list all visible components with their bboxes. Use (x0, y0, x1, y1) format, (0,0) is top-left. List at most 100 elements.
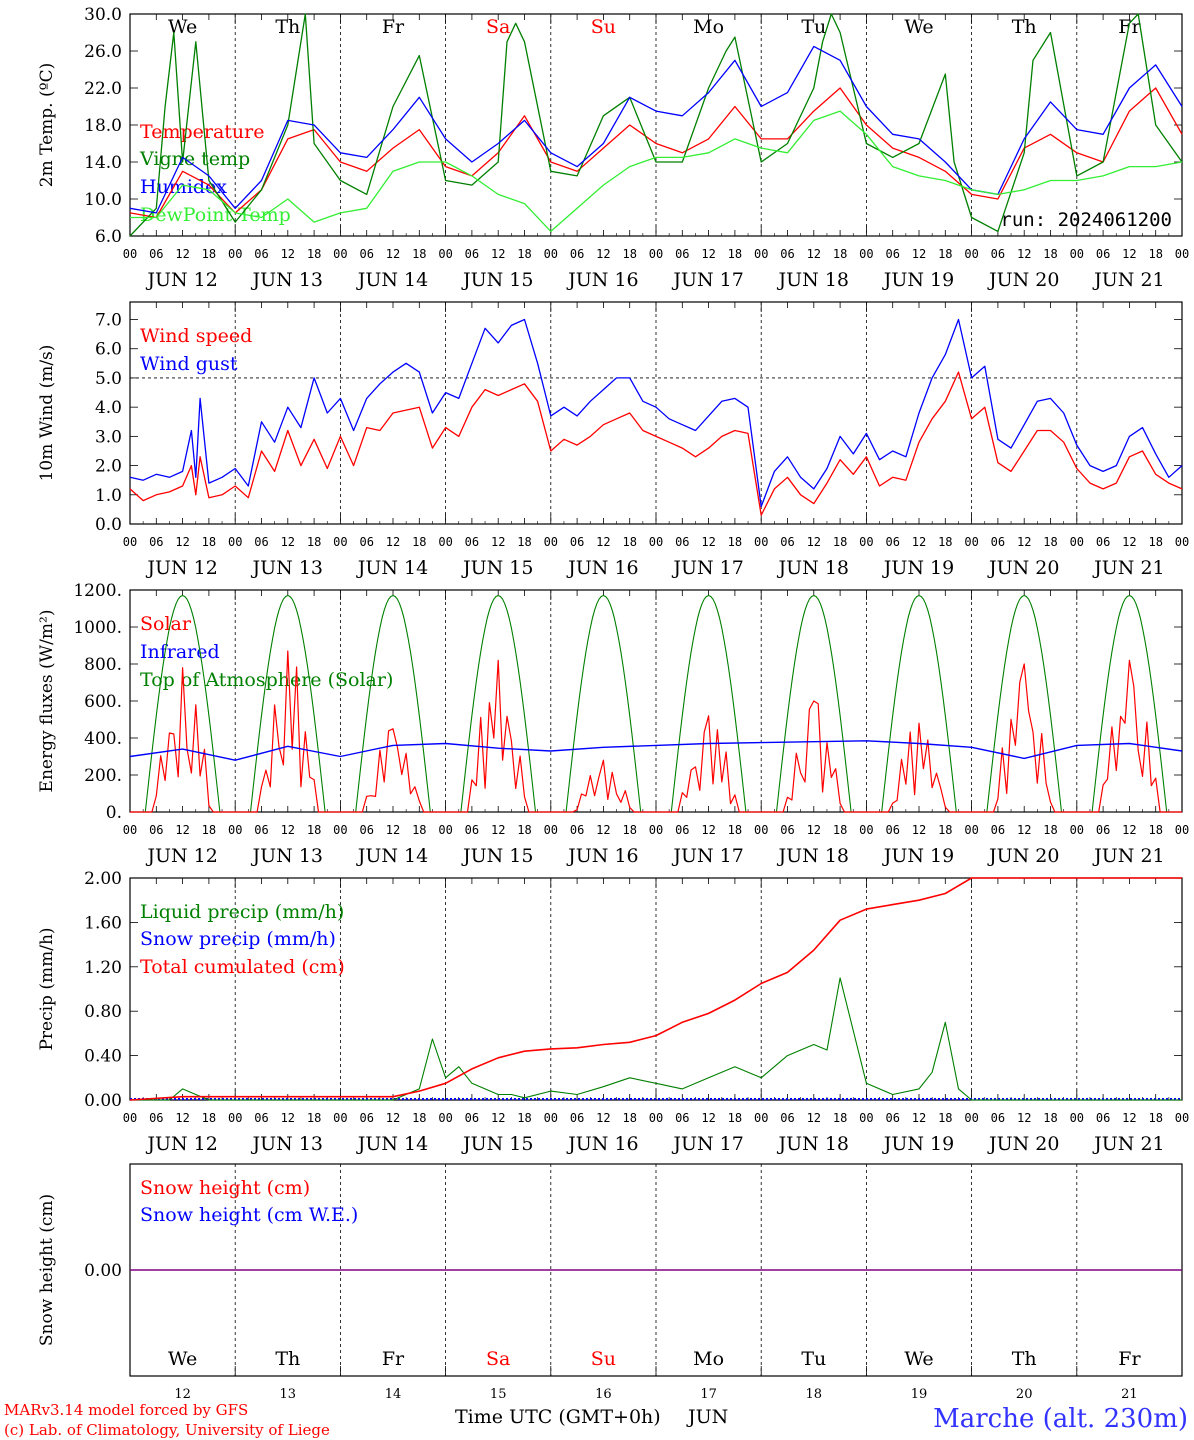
y-tick-label: 7.0 (95, 311, 122, 331)
hour-tick-label: 18 (202, 247, 216, 261)
day-number-label: 12 (174, 1387, 191, 1402)
y-tick-label: 18.0 (84, 116, 122, 136)
hour-tick-label: 18 (622, 247, 636, 261)
hour-tick-label: 00 (123, 1111, 137, 1125)
legend-entry: Infrared (140, 641, 220, 663)
hour-tick-label: 00 (649, 535, 663, 549)
hour-tick-label: 12 (175, 535, 189, 549)
hour-tick-label: 06 (570, 823, 584, 837)
hour-tick-label: 12 (1122, 247, 1136, 261)
series-line-solar (130, 650, 1182, 813)
series-line-liquid-precip (130, 977, 1182, 1101)
weekday-label: Th (1012, 16, 1037, 38)
hour-tick-label: 12 (912, 535, 926, 549)
y-tick-label: 600. (84, 692, 122, 712)
hour-tick-label: 12 (281, 1111, 295, 1125)
date-label: JUN 14 (356, 269, 428, 291)
hour-tick-label: 18 (622, 823, 636, 837)
hour-tick-label: 18 (1148, 823, 1162, 837)
hour-tick-label: 18 (517, 535, 531, 549)
hour-tick-label: 12 (701, 823, 715, 837)
weekday-label: Mo (693, 1348, 724, 1370)
series-line-wind-gust (129, 318, 1183, 508)
weekday-label: Sa (486, 1348, 510, 1370)
hour-tick-label: 18 (1043, 1111, 1057, 1125)
hour-tick-label: 12 (281, 823, 295, 837)
date-label: JUN 19 (882, 845, 954, 867)
series-line-temperature (129, 87, 1183, 219)
hour-tick-label: 06 (149, 535, 163, 549)
hour-tick-label: 18 (1043, 247, 1057, 261)
hour-tick-label: 06 (991, 535, 1005, 549)
hour-tick-label: 00 (438, 247, 452, 261)
hour-tick-label: 18 (412, 247, 426, 261)
y-tick-label: 1.60 (84, 913, 122, 933)
y-tick-label: 6.0 (95, 227, 122, 247)
hour-tick-label: 06 (254, 535, 268, 549)
legend-entry: Humidex (140, 176, 227, 198)
hour-tick-label: 18 (728, 535, 742, 549)
hour-tick-label: 00 (228, 823, 242, 837)
date-label: JUN 16 (566, 1133, 638, 1155)
legend-entry: Solar (140, 613, 192, 635)
hour-tick-label: 12 (386, 247, 400, 261)
hour-tick-label: 06 (149, 823, 163, 837)
hour-tick-label: 06 (780, 823, 794, 837)
x-axis-label: Time UTC (GMT+0h) (455, 1406, 661, 1428)
hour-tick-label: 00 (1175, 1111, 1189, 1125)
date-label: JUN 17 (671, 269, 743, 291)
hour-tick-label: 00 (754, 823, 768, 837)
hour-tick-label: 18 (622, 1111, 636, 1125)
hour-tick-label: 12 (175, 823, 189, 837)
day-number-label: 16 (595, 1387, 612, 1402)
hour-tick-label: 12 (491, 1111, 505, 1125)
hour-tick-label: 12 (1017, 823, 1031, 837)
y-tick-label: 1.20 (84, 958, 122, 978)
hour-tick-label: 00 (228, 1111, 242, 1125)
hour-tick-label: 18 (412, 1111, 426, 1125)
y-tick-label: 0.0 (95, 515, 122, 535)
weekday-label: We (904, 16, 933, 38)
y-axis-label: 2m Temp. (ºC) (37, 63, 57, 188)
hour-tick-label: 18 (833, 247, 847, 261)
hour-tick-label: 18 (517, 1111, 531, 1125)
hour-tick-label: 18 (202, 823, 216, 837)
day-number-label: 19 (911, 1387, 928, 1402)
hour-tick-label: 12 (1017, 247, 1031, 261)
y-tick-label: 26.0 (84, 42, 122, 62)
y-tick-label: 0.80 (84, 1002, 122, 1022)
hour-tick-label: 06 (1096, 535, 1110, 549)
hour-tick-label: 00 (123, 247, 137, 261)
date-label: JUN 18 (777, 269, 849, 291)
hour-tick-label: 18 (938, 535, 952, 549)
hour-tick-label: 00 (544, 1111, 558, 1125)
y-tick-label: 800. (84, 655, 122, 675)
hour-tick-label: 00 (649, 1111, 663, 1125)
hour-tick-label: 12 (807, 247, 821, 261)
hour-tick-label: 00 (859, 535, 873, 549)
hour-tick-label: 12 (596, 247, 610, 261)
weekday-label: Th (275, 1348, 300, 1370)
hour-tick-label: 06 (254, 1111, 268, 1125)
weekday-label: We (168, 1348, 197, 1370)
date-label: JUN 12 (145, 557, 217, 579)
legend-entry: Wind gust (140, 353, 238, 375)
hour-tick-label: 18 (1043, 823, 1057, 837)
hour-tick-label: 06 (359, 1111, 373, 1125)
hour-tick-label: 18 (307, 1111, 321, 1125)
hour-tick-label: 12 (491, 535, 505, 549)
legend-entry: Total cumulated (cm) (140, 956, 345, 978)
y-tick-label: 0. (106, 803, 122, 823)
hour-tick-label: 18 (938, 247, 952, 261)
hour-tick-label: 00 (1070, 535, 1084, 549)
hour-tick-label: 18 (307, 247, 321, 261)
hour-tick-label: 06 (570, 535, 584, 549)
y-tick-label: 2.00 (84, 869, 122, 889)
y-axis-label: 10m Wind (m/s) (37, 345, 57, 482)
series-line-total-cumulated (129, 877, 1182, 1101)
weekday-label: Th (275, 16, 300, 38)
hour-tick-label: 12 (701, 247, 715, 261)
date-label: JUN 20 (987, 557, 1059, 579)
lab-credit: (c) Lab. of Climatology, University of L… (4, 1421, 330, 1439)
hour-tick-label: 00 (333, 823, 347, 837)
